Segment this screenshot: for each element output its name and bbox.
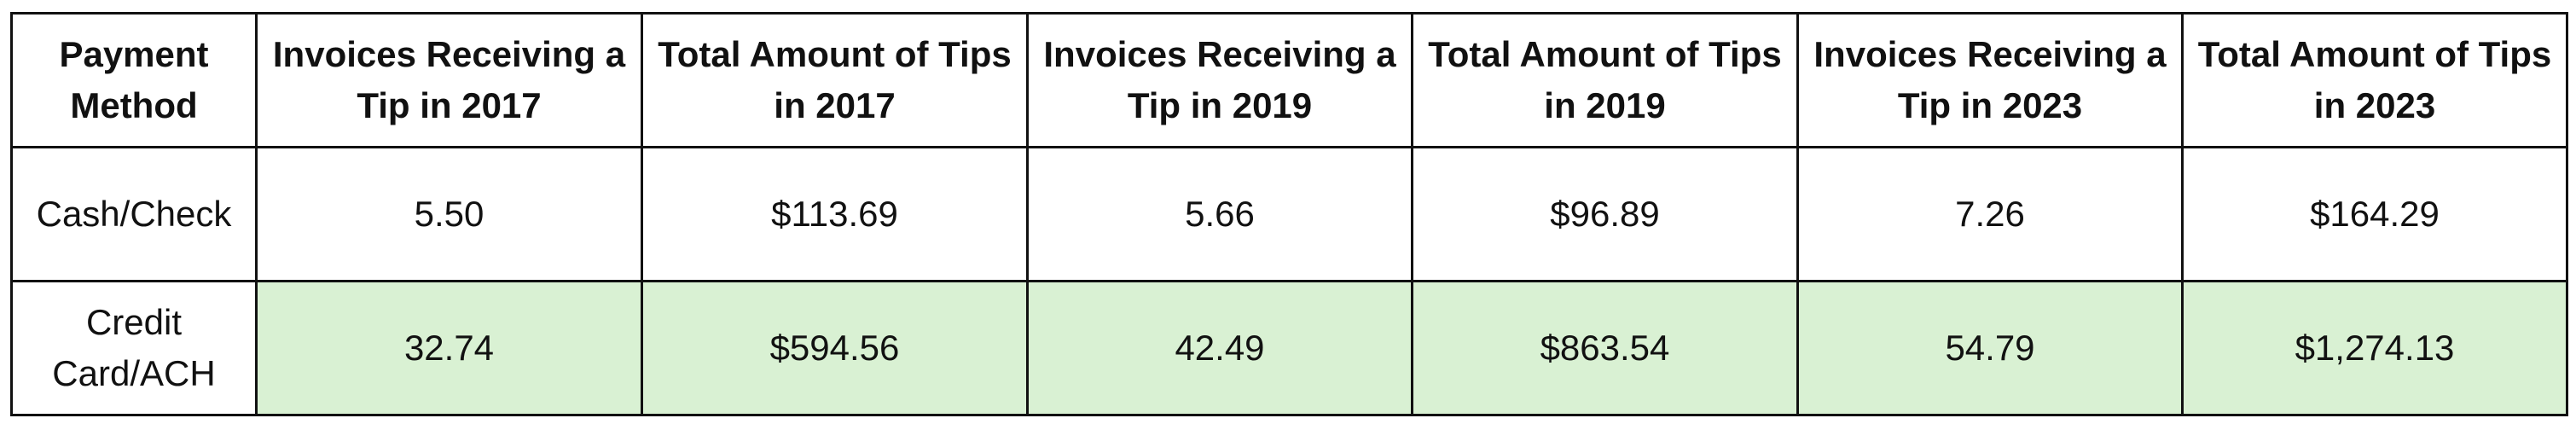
- table-cell: 42.49: [1026, 280, 1413, 416]
- table-cell: $594.56: [641, 280, 1029, 416]
- tips-by-payment-method-table: Payment Method Invoices Receiving a Tip …: [10, 12, 2568, 416]
- table-cell: 5.66: [1026, 146, 1413, 282]
- table-cell: 7.26: [1796, 146, 2184, 282]
- header-tips-total-2023: Total Amount of Tips in 2023: [2181, 12, 2568, 148]
- header-invoices-2019: Invoices Receiving a Tip in 2019: [1026, 12, 1413, 148]
- header-tips-total-2017: Total Amount of Tips in 2017: [641, 12, 1029, 148]
- header-row: Payment Method Invoices Receiving a Tip …: [10, 12, 2568, 148]
- table-cell: 32.74: [255, 280, 643, 416]
- header-payment-method: Payment Method: [10, 12, 258, 148]
- table-cell: $113.69: [641, 146, 1029, 282]
- row-label-credit-card-ach: Credit Card/ACH: [10, 280, 258, 416]
- tips-table-container: Payment Method Invoices Receiving a Tip …: [10, 12, 2568, 416]
- table-row-highlighted: Credit Card/ACH 32.74 $594.56 42.49 $863…: [10, 280, 2568, 416]
- header-invoices-2023: Invoices Receiving a Tip in 2023: [1796, 12, 2184, 148]
- header-invoices-2017: Invoices Receiving a Tip in 2017: [255, 12, 643, 148]
- table-cell: $164.29: [2181, 146, 2568, 282]
- row-label-cash-check: Cash/Check: [10, 146, 258, 282]
- table-cell: $1,274.13: [2181, 280, 2568, 416]
- table-cell: $96.89: [1411, 146, 1799, 282]
- table-cell: 5.50: [255, 146, 643, 282]
- table-cell: 54.79: [1796, 280, 2184, 416]
- table-cell: $863.54: [1411, 280, 1799, 416]
- table-row: Cash/Check 5.50 $113.69 5.66 $96.89 7.26…: [10, 146, 2568, 282]
- header-tips-total-2019: Total Amount of Tips in 2019: [1411, 12, 1799, 148]
